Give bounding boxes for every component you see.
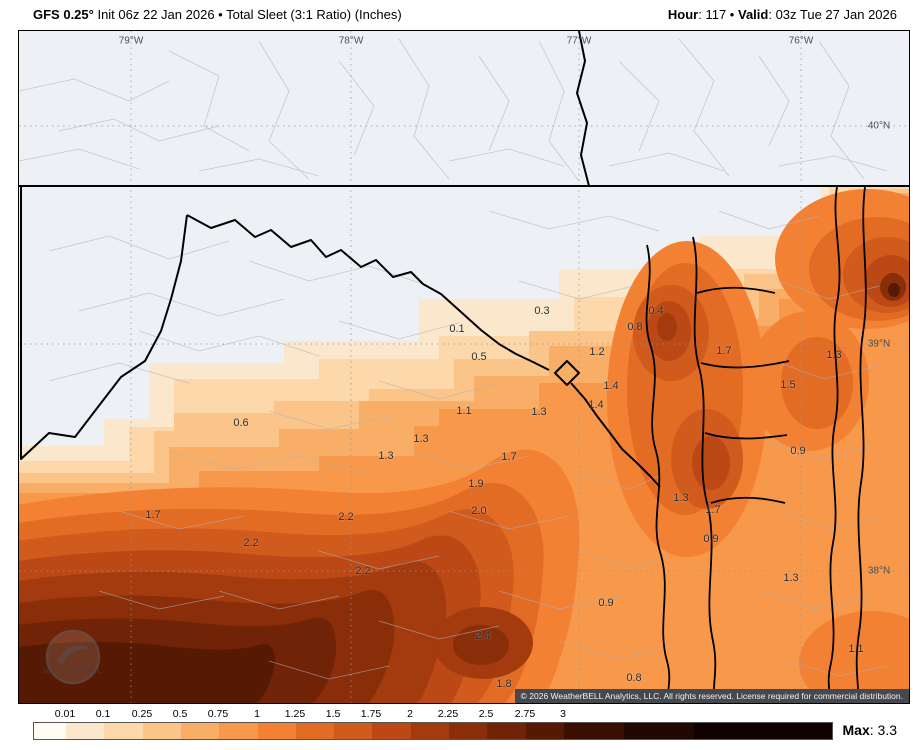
contour-value-label: 0.9 xyxy=(598,597,614,609)
contour-value-label: 0.9 xyxy=(703,533,719,545)
colorbar-tick-label: 1 xyxy=(254,708,260,720)
basemap-svg xyxy=(19,31,909,703)
colorbar-tick-label: 3 xyxy=(560,708,566,720)
color-scale-ticks: 0.01 0.1 0.25 0.5 0.75 1 1.25 1.5 1.75 2 2.25 2.5 2.… xyxy=(33,708,833,721)
contour-value-label: 2.4 xyxy=(475,630,491,642)
contour-value-label: 1.3 xyxy=(783,572,799,584)
contour-value-label: 1.7 xyxy=(145,509,161,521)
colorbar-tick-label: 0.01 xyxy=(54,708,76,720)
coastline xyxy=(645,186,867,703)
model-run-title: GFS 0.25° Init 06z 22 Jan 2026 • Total S… xyxy=(33,7,402,22)
contour-value-label: 1.5 xyxy=(780,379,796,391)
latitude-label: 39°N xyxy=(867,338,891,350)
contour-value-label: 2.2 xyxy=(243,537,259,549)
colorbar-tick-label: 0.75 xyxy=(207,708,229,720)
max-value: Max: 3.3 xyxy=(843,722,897,738)
contour-value-label: 1.3 xyxy=(826,349,842,361)
hour-value: : 117 • xyxy=(698,7,738,22)
logo-swoosh-icon xyxy=(57,645,91,665)
color-scale: 0.01 0.1 0.25 0.5 0.75 1 1.25 1.5 1.75 2 2.25 2.5 2.… xyxy=(33,708,833,740)
contour-value-label: 0.5 xyxy=(471,351,487,363)
latitude-label: 38°N xyxy=(867,565,891,577)
contour-value-label: 1.7 xyxy=(501,451,517,463)
valid-time-title: Hour: 117 • Valid: 03z Tue 27 Jan 2026 xyxy=(668,7,897,22)
colorbar-tick-label: 0.1 xyxy=(95,708,111,720)
contour-value-label: 1.7 xyxy=(705,504,721,516)
logo-wordmark: WEATHERBELL xyxy=(44,668,103,675)
colorbar-tick-label: 1.5 xyxy=(325,708,341,720)
contour-value-label: 0.8 xyxy=(626,672,642,684)
contour-value-label: 1.3 xyxy=(673,492,689,504)
model-name: GFS 0.25° xyxy=(33,7,94,22)
graticule xyxy=(19,31,909,703)
contour-value-label: 1.4 xyxy=(588,399,604,411)
contour-value-label: 1.3 xyxy=(531,406,547,418)
contour-value-label: 1.2 xyxy=(589,346,605,358)
contour-value-label: 0.9 xyxy=(790,445,806,457)
longitude-label: 76°W xyxy=(788,35,814,47)
contour-value-label: 0.1 xyxy=(449,323,465,335)
contour-value-label: 2.0 xyxy=(471,505,487,517)
longitude-label: 79°W xyxy=(118,35,144,47)
colorbar-tick-label: 2.5 xyxy=(478,708,494,720)
colorbar-tick-label: 2.75 xyxy=(514,708,536,720)
contour-value-label: 1.3 xyxy=(378,450,394,462)
colorbar-tick-label: 1.25 xyxy=(284,708,306,720)
contour-value-label: 1.3 xyxy=(413,433,429,445)
colorbar-tick-label: 2 xyxy=(407,708,413,720)
longitude-label: 77°W xyxy=(566,35,592,47)
forecast-map: 0.1 0.3 0.4 0.8 0.5 1.2 1.7 1.3 1.5 1.4 1.4 1.1 1.3 0… xyxy=(18,30,910,704)
max-label: Max xyxy=(842,722,870,738)
contour-value-label: 1.9 xyxy=(468,478,484,490)
state-boundaries xyxy=(19,31,909,488)
contour-value-label: 0.4 xyxy=(648,305,664,317)
colorbar-tick-label: 0.5 xyxy=(172,708,188,720)
colorbar-tick-label: 2.25 xyxy=(437,708,459,720)
contour-value-label: 0.6 xyxy=(233,417,249,429)
max-number: : 3.3 xyxy=(869,722,897,738)
contour-value-label: 2.2 xyxy=(355,565,371,577)
run-and-parameter: Init 06z 22 Jan 2026 • Total Sleet (3:1 … xyxy=(93,7,402,22)
hour-label: Hour xyxy=(667,7,699,22)
map-label-overlay: 0.1 0.3 0.4 0.8 0.5 1.2 1.7 1.3 1.5 1.4 1.4 1.1 1.3 0… xyxy=(19,31,909,703)
longitude-label: 78°W xyxy=(338,35,364,47)
contour-value-label: 0.3 xyxy=(534,305,550,317)
valid-label: Valid xyxy=(737,7,769,22)
contour-value-label: 1.1 xyxy=(456,405,472,417)
header-bar: GFS 0.25° Init 06z 22 Jan 2026 • Total S… xyxy=(0,0,913,30)
contour-value-label: 1.4 xyxy=(603,380,619,392)
latitude-label: 40°N xyxy=(867,120,891,132)
colorbar-tick-label: 1.75 xyxy=(360,708,382,720)
contour-value-label: 2.2 xyxy=(338,511,354,523)
logo-circle xyxy=(45,629,101,685)
valid-value: : 03z Tue 27 Jan 2026 xyxy=(768,7,897,22)
sleet-fill-contours xyxy=(19,187,909,703)
contour-value-label: 0.8 xyxy=(627,321,643,333)
color-scale-bar xyxy=(33,722,833,740)
colorbar-tick-label: 0.25 xyxy=(131,708,153,720)
contour-value-label: 1.8 xyxy=(496,678,512,690)
contour-value-label: 1.1 xyxy=(848,643,864,655)
weatherbell-logo: WEATHERBELL xyxy=(33,627,119,695)
contour-value-label: 1.7 xyxy=(716,345,732,357)
copyright-notice: © 2026 WeatherBELL Analytics, LLC. All r… xyxy=(514,689,909,703)
